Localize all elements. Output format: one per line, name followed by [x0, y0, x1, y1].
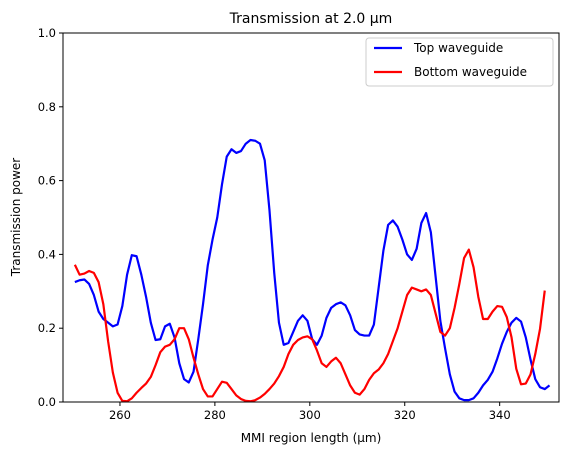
axes-frame: [62, 32, 560, 403]
chart-title: Transmission at 2.0 µm: [229, 11, 393, 27]
y-tick-label: 0.0: [38, 395, 56, 409]
y-tick-label: 0.2: [38, 321, 56, 335]
legend-label-bottom-waveguide: Bottom waveguide: [414, 65, 527, 79]
y-axis: 0.0 0.2 0.4 0.6 0.8 1.0: [38, 26, 63, 409]
x-axis: 260 280 300 320 340: [109, 402, 511, 422]
x-tick-label: 280: [204, 408, 226, 422]
series-line-bottom-waveguide: [73, 248, 546, 403]
y-axis-label: Transmission power: [9, 158, 23, 277]
y-tick-label: 0.6: [38, 174, 56, 188]
legend-box: [365, 37, 554, 87]
plot-area: [73, 138, 551, 403]
x-tick-label: 300: [299, 408, 321, 422]
legend: Top waveguide Bottom waveguide: [365, 37, 554, 87]
y-tick-label: 0.4: [38, 247, 56, 261]
legend-label-top-waveguide: Top waveguide: [413, 41, 503, 55]
y-tick-label: 0.8: [38, 100, 56, 114]
x-tick-label: 320: [394, 408, 416, 422]
x-tick-label: 260: [109, 408, 131, 422]
x-axis-label: MMI region length (µm): [241, 431, 382, 445]
y-tick-label: 1.0: [38, 26, 56, 40]
x-tick-label: 340: [489, 408, 511, 422]
